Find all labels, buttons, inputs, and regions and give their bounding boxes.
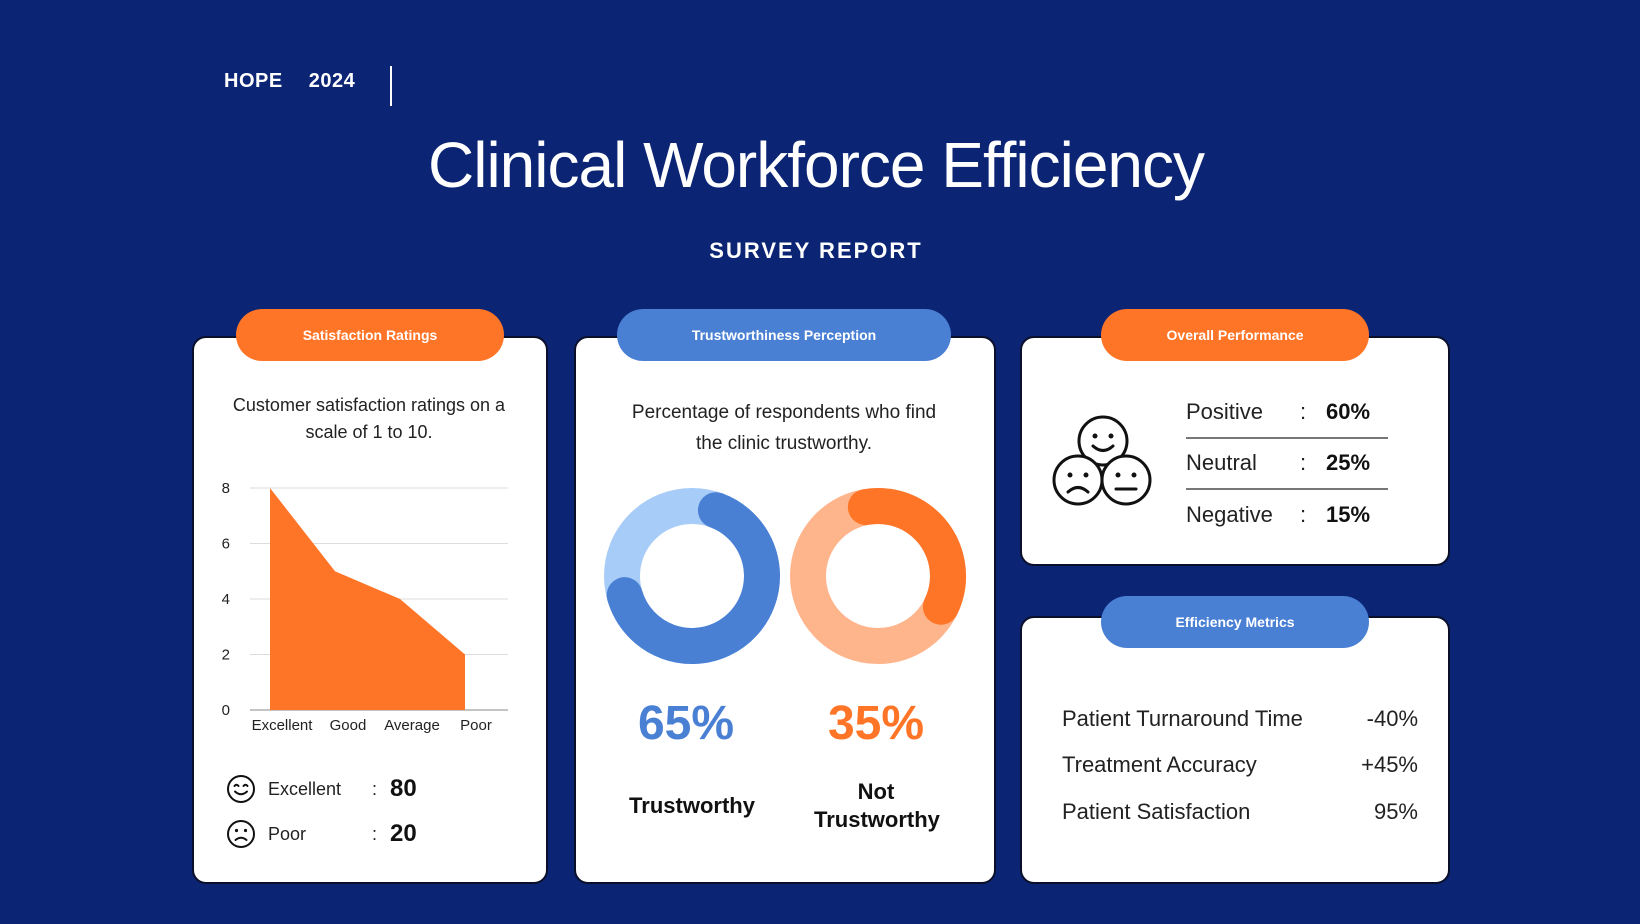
x-tick-label: Excellent [252,717,314,734]
performance-row-positive: Positive : 60% [1186,399,1388,425]
x-tick-label: Average [384,717,440,734]
page-title: Clinical Workforce Efficiency [428,129,1205,201]
header-divider [390,66,392,106]
y-tick-label: 6 [222,536,230,553]
x-tick-label: Good [330,717,367,734]
faces-icon [1052,415,1152,506]
y-tick-label: 4 [222,591,230,608]
not-trustworthy-donut [790,488,966,664]
performance-row-negative: Negative : 15% [1186,502,1388,528]
rating-value: 80 [390,775,417,802]
metric-row: Patient Turnaround Time -40% [1062,706,1418,732]
donut-arc [790,488,966,664]
metric-value: +45% [1361,752,1418,777]
metric-row: Patient Satisfaction 95% [1062,799,1418,825]
trust-description: Percentage of respondents who find the c… [631,402,937,454]
trustworthy-label: Trustworthy [629,793,755,818]
page-subtitle: SURVEY REPORT [709,238,923,263]
rating-label: Poor [268,823,307,844]
performance-value: 60% [1326,399,1371,424]
year-label: 2024 [308,70,356,92]
y-tick-label: 0 [222,702,230,719]
brand-label: HOPE [224,70,283,92]
trust-tab: Trustworthiness Perception [617,309,951,361]
rating-colon: : [372,778,378,799]
performance-value: 25% [1326,450,1371,475]
performance-label: Neutral [1186,450,1257,475]
metric-label: Patient Turnaround Time [1062,706,1303,731]
performance-divider [1186,488,1388,490]
satisfaction-area [270,488,465,710]
y-tick-label: 2 [222,647,230,664]
donut-arc [604,488,780,664]
y-tick-label: 8 [222,480,230,497]
performance-row-neutral: Neutral : 25% [1186,450,1388,476]
satisfaction-area-chart: 0 2 4 6 8 Excellent Good Average Poor [222,480,508,734]
efficiency-tab: Efficiency Metrics [1101,596,1369,648]
performance-label: Positive [1186,399,1264,424]
not-trustworthy-percent: 35% [827,697,925,750]
rating-row-excellent: Excellent : 80 [226,774,417,804]
satisfaction-description: Customer satisfaction ratings on a scale… [232,395,506,442]
rating-label: Excellent [268,778,342,799]
trustworthy-donut [604,488,780,664]
metric-label: Patient Satisfaction [1062,799,1251,824]
smile-icon [227,775,255,803]
satisfaction-tab: Satisfaction Ratings [236,309,504,361]
performance-label: Negative [1186,502,1273,527]
rating-colon: : [372,823,378,844]
efficiency-card [1020,616,1450,884]
trustworthy-percent: 65% [637,697,735,750]
metric-label: Treatment Accuracy [1062,752,1257,777]
performance-colon: : [1300,450,1307,475]
frown-icon [227,820,255,848]
performance-divider [1186,437,1388,439]
performance-value: 15% [1326,502,1371,527]
x-tick-label: Poor [460,717,492,734]
performance-colon: : [1300,502,1307,527]
performance-colon: : [1300,399,1307,424]
performance-tab: Overall Performance [1101,309,1369,361]
metric-value: 95% [1373,799,1418,824]
rating-value: 20 [390,820,417,847]
not-trustworthy-label: Not Trustworthy [814,779,940,832]
metric-row: Treatment Accuracy +45% [1062,752,1418,778]
metric-value: -40% [1366,706,1418,731]
report-header: HOPE 2024 [224,70,375,93]
rating-row-poor: Poor : 20 [226,819,417,849]
